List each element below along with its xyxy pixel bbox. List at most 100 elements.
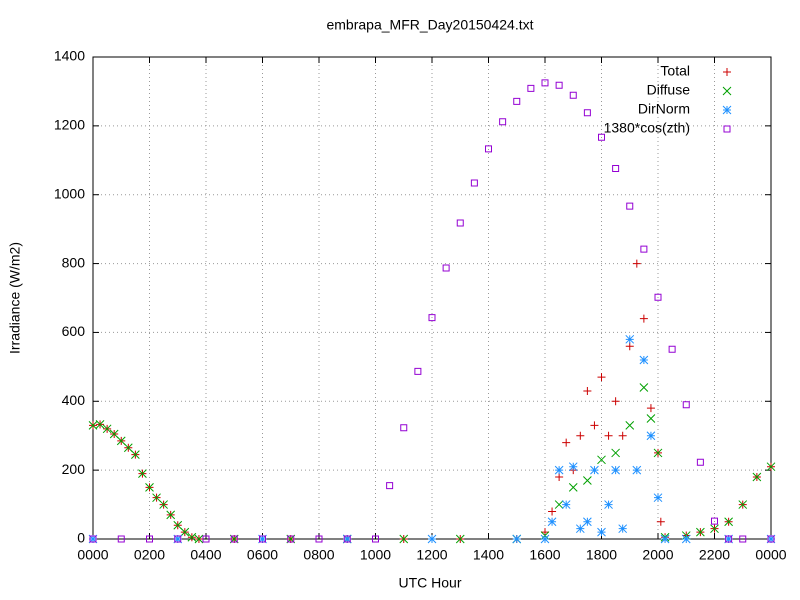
x-tick-label: 1400 [473, 547, 504, 563]
marker [618, 431, 627, 440]
marker [187, 532, 197, 542]
marker [646, 414, 656, 423]
marker [343, 535, 351, 543]
marker [598, 133, 605, 141]
marker [287, 535, 295, 543]
marker [766, 534, 776, 544]
marker [682, 401, 690, 409]
marker [548, 507, 557, 516]
marker [611, 465, 620, 475]
marker [499, 118, 507, 126]
legend-marker [723, 125, 731, 133]
marker [145, 483, 154, 492]
marker [131, 450, 140, 460]
legend-label: Diffuse [647, 82, 691, 98]
marker [541, 528, 549, 537]
marker [456, 219, 464, 227]
marker [660, 534, 670, 544]
marker [654, 293, 662, 301]
marker [583, 109, 591, 117]
marker [653, 493, 663, 503]
marker [259, 535, 266, 543]
marker [710, 524, 719, 534]
marker [152, 493, 161, 503]
y-tick-label: 0 [77, 530, 85, 546]
marker [611, 448, 620, 458]
x-tick-label: 0000 [77, 547, 108, 563]
marker [639, 383, 649, 392]
marker [618, 524, 628, 534]
marker [89, 535, 97, 543]
marker [230, 535, 238, 543]
marker [555, 81, 563, 89]
y-axis-label: Irradiance (W/m2) [7, 242, 23, 354]
marker [576, 431, 585, 440]
marker [597, 527, 606, 537]
marker [583, 517, 592, 527]
marker [590, 465, 599, 475]
marker [611, 397, 620, 406]
marker [668, 345, 676, 353]
marker [166, 510, 176, 520]
x-tick-label: 0800 [303, 547, 334, 563]
marker [513, 97, 521, 105]
marker [95, 419, 105, 429]
marker [724, 534, 733, 544]
x-tick-label: 1800 [586, 547, 617, 563]
marker [612, 165, 620, 173]
y-tick-label: 1400 [54, 48, 85, 64]
marker [646, 404, 655, 413]
marker [696, 527, 705, 537]
marker [583, 386, 592, 395]
marker [632, 259, 641, 268]
marker [138, 469, 147, 478]
x-tick-label: 0400 [190, 547, 221, 563]
marker [414, 367, 422, 375]
marker [116, 436, 126, 446]
marker [568, 483, 578, 492]
marker [625, 421, 635, 430]
marker [547, 517, 557, 527]
marker [386, 482, 394, 490]
marker [752, 472, 762, 482]
marker [766, 462, 776, 472]
marker [604, 431, 613, 440]
marker [597, 373, 606, 382]
marker [173, 534, 183, 544]
marker [569, 91, 577, 99]
x-tick-label: 1600 [529, 547, 560, 563]
x-tick-label: 1200 [416, 547, 447, 563]
marker [342, 534, 352, 544]
marker [767, 535, 775, 543]
marker [554, 500, 564, 509]
marker [527, 84, 535, 92]
marker [88, 534, 98, 544]
marker [646, 431, 656, 441]
marker [656, 517, 665, 526]
marker [590, 421, 599, 430]
x-tick-label: 0200 [134, 547, 165, 563]
x-tick-label: 0000 [755, 547, 786, 563]
marker [258, 534, 267, 544]
legend-label: DirNorm [638, 101, 690, 117]
marker [173, 520, 183, 530]
y-tick-label: 800 [62, 254, 86, 270]
y-tick-label: 1200 [54, 117, 85, 133]
marker [625, 334, 635, 344]
marker [554, 465, 564, 475]
marker [583, 476, 592, 485]
marker [159, 500, 168, 509]
marker [455, 534, 465, 544]
marker [442, 264, 450, 272]
marker [604, 500, 613, 509]
marker [724, 517, 733, 527]
marker [597, 455, 606, 465]
marker [427, 534, 437, 544]
y-tick-label: 400 [62, 392, 86, 408]
marker [711, 517, 718, 525]
marker [400, 424, 408, 432]
marker [681, 534, 691, 544]
marker [575, 524, 585, 534]
marker [399, 534, 409, 544]
marker [202, 535, 210, 543]
